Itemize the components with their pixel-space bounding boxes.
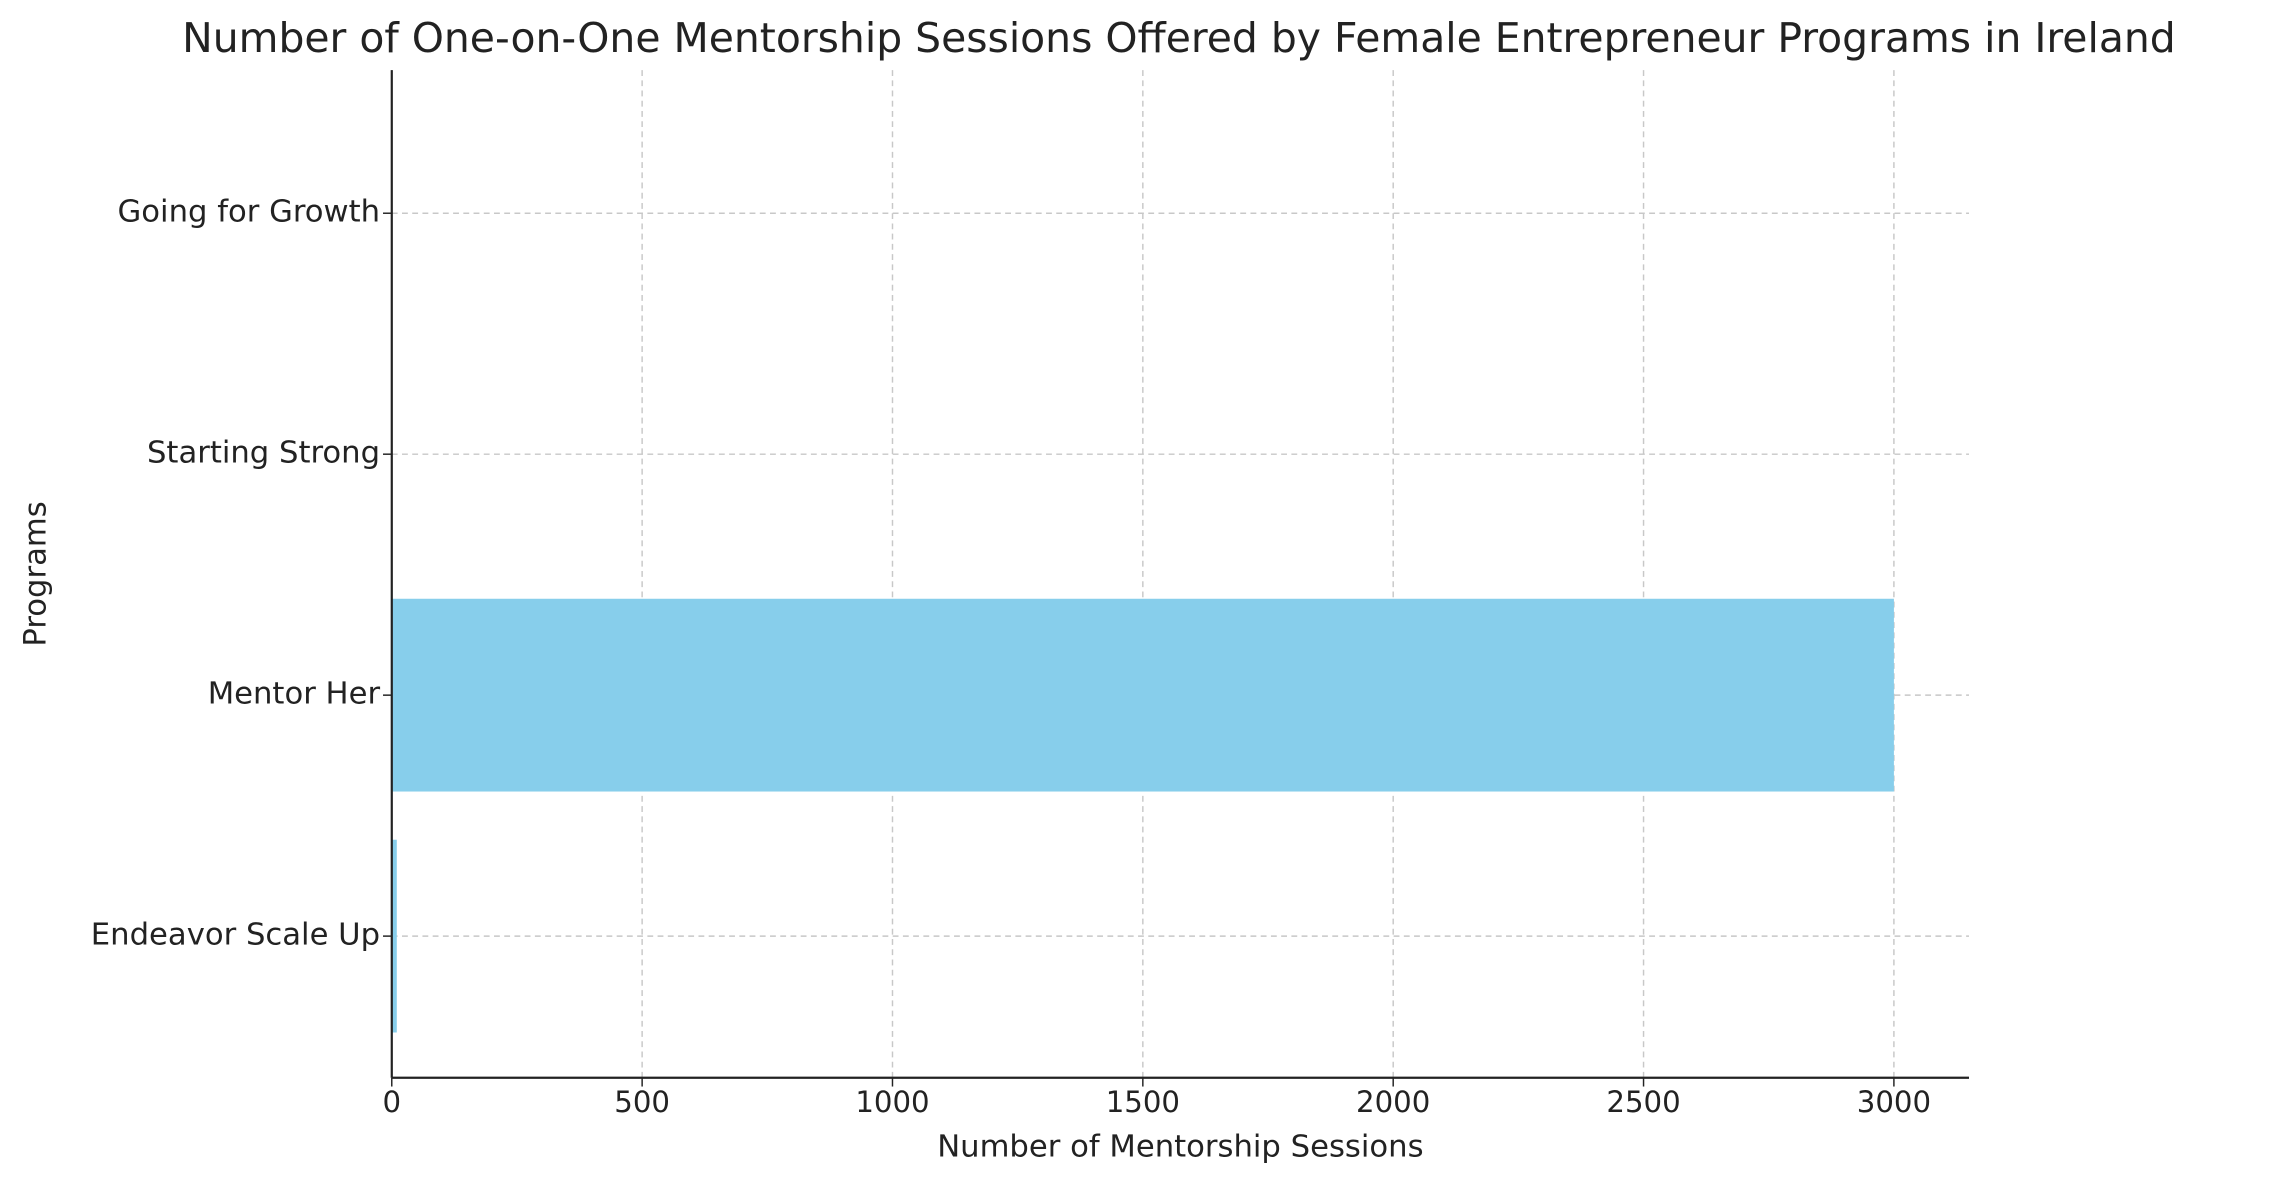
x-tick-label: 1000 [855,1085,929,1119]
bar [391,598,1894,792]
x-tick-label: 3000 [1857,1085,1931,1119]
x-tick-label: 1500 [1106,1085,1180,1119]
y-tick-label: Going for Growth [118,195,381,230]
bar [391,839,397,1033]
x-tick-label: 0 [382,1085,401,1119]
y-tick-label: Endeavor Scale Up [91,918,380,953]
y-tick-label: Starting Strong [147,436,380,471]
x-tick-label: 2000 [1356,1085,1430,1119]
y-tick-label: Mentor Her [208,677,381,712]
chart-title: Number of One-on-One Mentorship Sessions… [182,14,2176,62]
x-axis-label: Number of Mentorship Sessions [937,1129,1423,1164]
y-axis-label: Programs [18,501,53,646]
x-tick-label: 2500 [1606,1085,1680,1119]
x-tick-label: 500 [614,1085,670,1119]
